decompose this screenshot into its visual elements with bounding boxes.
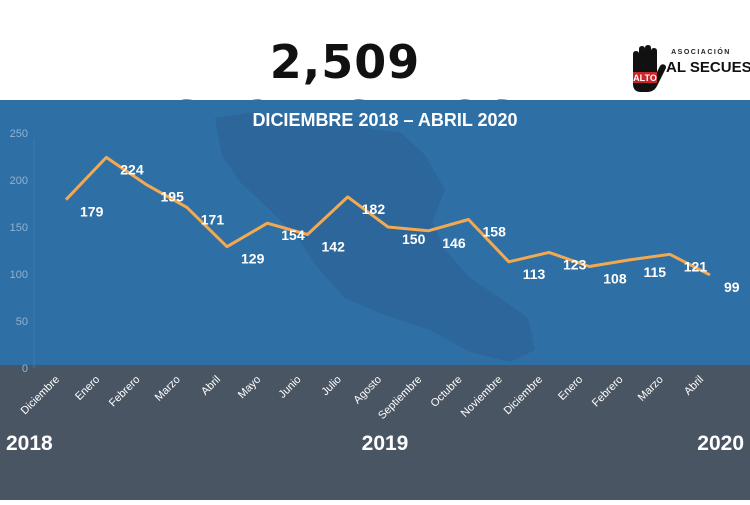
y-tick-label: 0 (22, 363, 28, 375)
data-label: 158 (483, 223, 507, 239)
logo-word-alto: ALTO (633, 73, 657, 83)
data-label: 195 (161, 189, 185, 205)
data-label: 115 (644, 264, 667, 280)
y-tick-label: 150 (10, 222, 28, 234)
header: 2,509 SECUESTROS ALTO ASOCIACIÓN AL SECU… (0, 0, 750, 145)
data-label: 121 (684, 258, 708, 274)
data-label: 99 (724, 279, 740, 295)
data-label: 108 (603, 270, 627, 286)
data-label: 142 (322, 239, 346, 255)
axis-band (0, 365, 750, 500)
year-labels: 2018 2019 2020 (6, 432, 744, 455)
alto-al-secuestro-logo: ALTO ASOCIACIÓN AL SECUESTRO (627, 44, 750, 94)
line-chart: DICIEMBRE 2018 – ABRIL 2020 0 50 100 150 200… (0, 100, 750, 500)
chart-title: DICIEMBRE 2018 – ABRIL 2020 (252, 110, 517, 130)
data-label: 146 (442, 235, 466, 251)
chart-area: DICIEMBRE 2018 – ABRIL 2020 0 50 100 150 200… (0, 100, 750, 500)
data-label: 123 (563, 256, 587, 272)
year-label: 2019 (362, 432, 409, 455)
data-label: 179 (80, 204, 104, 220)
y-tick-label: 200 (10, 175, 28, 187)
mexico-map-silhouette (215, 112, 535, 362)
y-tick-label: 100 (10, 269, 28, 281)
logo-main-text: AL SECUESTRO (666, 59, 750, 76)
series-line (64, 155, 711, 277)
data-label: 154 (281, 227, 305, 243)
data-label: 129 (241, 251, 265, 267)
y-tick-label: 250 (10, 128, 28, 140)
data-label: 150 (402, 231, 426, 247)
y-ticks: 0 50 100 150 200 250 (10, 128, 28, 375)
y-tick-label: 50 (16, 316, 28, 328)
logo-top-text: ASOCIACIÓN (671, 49, 731, 56)
year-label: 2020 (697, 432, 744, 455)
hand-icon: ALTO (633, 45, 666, 92)
data-label: 224 (120, 161, 144, 177)
data-label: 113 (523, 266, 546, 282)
data-label: 182 (362, 201, 386, 217)
data-labels: 179 224 195 171 129 154 142 182 150 146 158 113 123 1… (80, 161, 740, 295)
data-label: 171 (201, 211, 225, 227)
year-label: 2018 (6, 432, 53, 455)
